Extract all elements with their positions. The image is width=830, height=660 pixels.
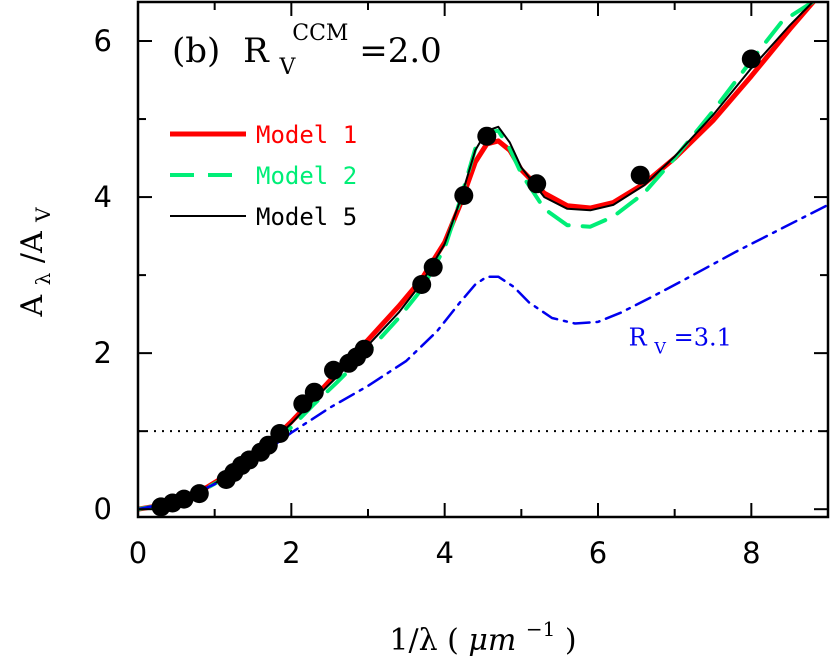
- data-point: [258, 435, 278, 455]
- y-axis-title: A λ /A V: [15, 207, 58, 318]
- y-tick-label: 2: [94, 336, 112, 370]
- rv-3-1-label: R V =3.1: [629, 323, 732, 359]
- series-layer: [138, 2, 828, 512]
- data-point: [412, 275, 432, 294]
- rv-value: =2.0: [359, 31, 442, 71]
- x-tick-label: 4: [435, 536, 453, 570]
- y-tick-label: 0: [94, 492, 112, 526]
- data-point: [189, 484, 209, 504]
- y-axis-title-main: A: [15, 295, 50, 318]
- y-axis-title-sub-num: λ: [31, 272, 55, 285]
- rv-subscript: V: [279, 55, 297, 80]
- panel-annotation: (b) R V CCM =2.0: [172, 9, 442, 83]
- y-tick-label: 4: [94, 180, 112, 214]
- x-axis-title: 1/λ ( μm −1 ): [389, 609, 576, 658]
- y-axis-title-sep: /A: [15, 231, 50, 263]
- data-point: [741, 49, 761, 69]
- y-axis-title-sub-den: V: [31, 207, 55, 223]
- legend-label-model-1: Model 1: [256, 121, 357, 149]
- rv-symbol: R: [243, 31, 270, 71]
- rv-superscript: CCM: [292, 21, 348, 46]
- rv-label-value: =3.1: [674, 323, 732, 351]
- data-point: [324, 360, 343, 380]
- y-tick-label: 6: [94, 24, 112, 58]
- data-point: [423, 257, 443, 277]
- rv-label-subscript: V: [653, 338, 666, 357]
- data-point: [270, 424, 290, 443]
- axis-tick-labels: 0 2 4 6 8 0 2 4 6: [94, 24, 761, 570]
- legend-label-model-2: Model 2: [256, 162, 357, 190]
- plot-frame: [136, 0, 830, 519]
- series-model-1: [138, 2, 817, 512]
- observed-points: [151, 49, 761, 517]
- x-tick-label: 2: [282, 536, 300, 570]
- series-model-5: [138, 2, 815, 511]
- data-point: [354, 339, 374, 359]
- data-point: [477, 126, 497, 146]
- data-point: [304, 382, 324, 402]
- legend: Model 1 Model 2 Model 5: [170, 121, 357, 231]
- x-tick-label: 0: [129, 536, 147, 570]
- rv-label-symbol: R: [629, 323, 648, 351]
- x-axis-title-exp: −1: [526, 617, 555, 641]
- panel-label: (b): [172, 31, 220, 71]
- data-point: [293, 394, 313, 414]
- data-point: [174, 489, 194, 509]
- series-model-2: [138, 2, 815, 512]
- x-tick-label: 8: [742, 536, 760, 570]
- data-point: [454, 186, 474, 205]
- legend-label-model-5: Model 5: [256, 203, 357, 231]
- x-axis-title-main: 1/λ (: [389, 623, 458, 658]
- data-point: [527, 174, 547, 194]
- x-axis-title-close: ): [565, 623, 577, 658]
- x-tick-label: 6: [589, 536, 607, 570]
- data-point: [630, 165, 650, 185]
- axis-ticks: [137, 2, 829, 517]
- x-axis-title-unit: μm: [468, 623, 516, 658]
